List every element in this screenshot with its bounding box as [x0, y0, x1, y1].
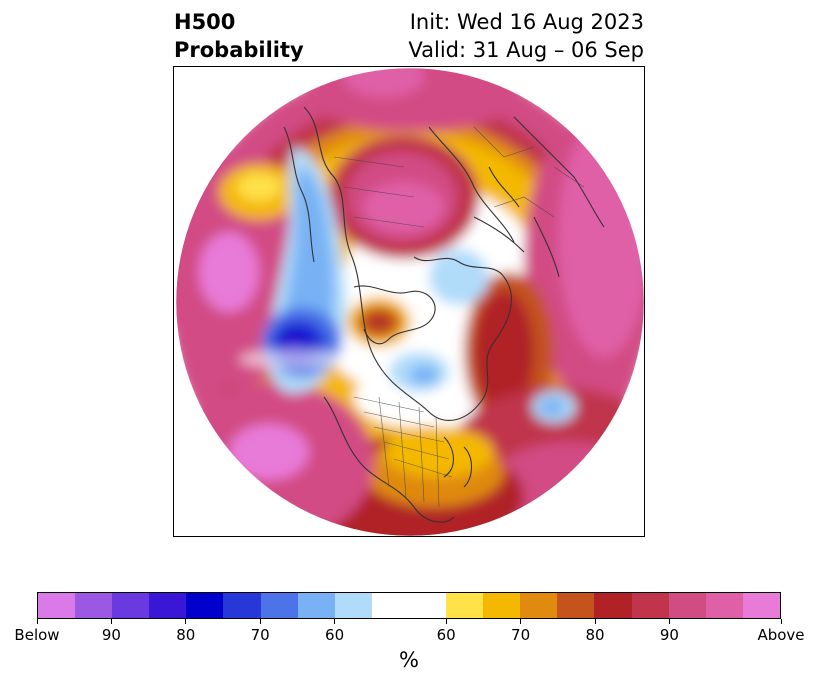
colorbar-tick	[445, 619, 447, 624]
colorbar-tick	[334, 619, 336, 624]
colorbar-tick	[668, 619, 670, 624]
above-anomaly-east	[474, 290, 534, 414]
colorbar-segment	[483, 593, 521, 618]
colorbar-tick-label: 70	[250, 626, 270, 644]
colorbar-tick	[594, 619, 596, 624]
colorbar	[37, 592, 781, 619]
colorbar-tick-label: Above	[757, 626, 805, 644]
colorbar-segment	[38, 593, 76, 618]
colorbar-unit-label: %	[399, 648, 419, 672]
colorbar-segment	[223, 593, 261, 618]
date-info: Init: Wed 16 Aug 2023 Valid: 31 Aug – 06…	[408, 8, 644, 64]
colorbar-tick-label: 90	[101, 626, 121, 644]
colorbar-tick	[520, 619, 522, 624]
above-anomaly-pacific	[199, 232, 259, 312]
colorbar-segment	[260, 593, 298, 618]
colorbar-tick	[36, 619, 38, 624]
colorbar-segment	[594, 593, 632, 618]
colorbar-tick	[780, 619, 782, 624]
colorbar-segment	[668, 593, 706, 618]
colorbar-segment	[112, 593, 150, 618]
colorbar-tick-label: 60	[436, 626, 456, 644]
chart-title: H500 Probability	[174, 8, 304, 64]
colorbar-segment	[149, 593, 187, 618]
colorbar-tick	[185, 619, 187, 624]
title-line-2: Probability	[174, 38, 304, 62]
colorbar-tick-label: 70	[511, 626, 531, 644]
colorbar-tick-label: 80	[176, 626, 196, 644]
colorbar-segment	[186, 593, 224, 618]
colorbar-tick	[110, 619, 112, 624]
colorbar-tick-label: 90	[659, 626, 679, 644]
colorbar-tick-label: 80	[585, 626, 605, 644]
map-frame	[173, 66, 645, 537]
colorbar-segment	[742, 593, 780, 618]
colorbar-tick-label: 60	[325, 626, 345, 644]
colorbar-segment	[557, 593, 595, 618]
colorbar-segment	[705, 593, 743, 618]
title-line-1: H500	[174, 10, 236, 34]
colorbar-segment	[520, 593, 558, 618]
coastlines	[283, 106, 605, 523]
colorbar-segment	[446, 593, 484, 618]
colorbar-segment	[334, 593, 372, 618]
valid-range: Valid: 31 Aug – 06 Sep	[408, 38, 644, 62]
colorbar-segment	[297, 593, 335, 618]
probability-map	[175, 67, 644, 536]
colorbar-segment	[75, 593, 113, 618]
colorbar-segment	[631, 593, 669, 618]
colorbar-segment	[371, 593, 447, 618]
political-borders	[333, 126, 585, 508]
colorbar-tick	[259, 619, 261, 624]
below-anomaly-east	[539, 398, 565, 416]
init-date: Init: Wed 16 Aug 2023	[409, 10, 644, 34]
colorbar-tick-label: Below	[14, 626, 60, 644]
